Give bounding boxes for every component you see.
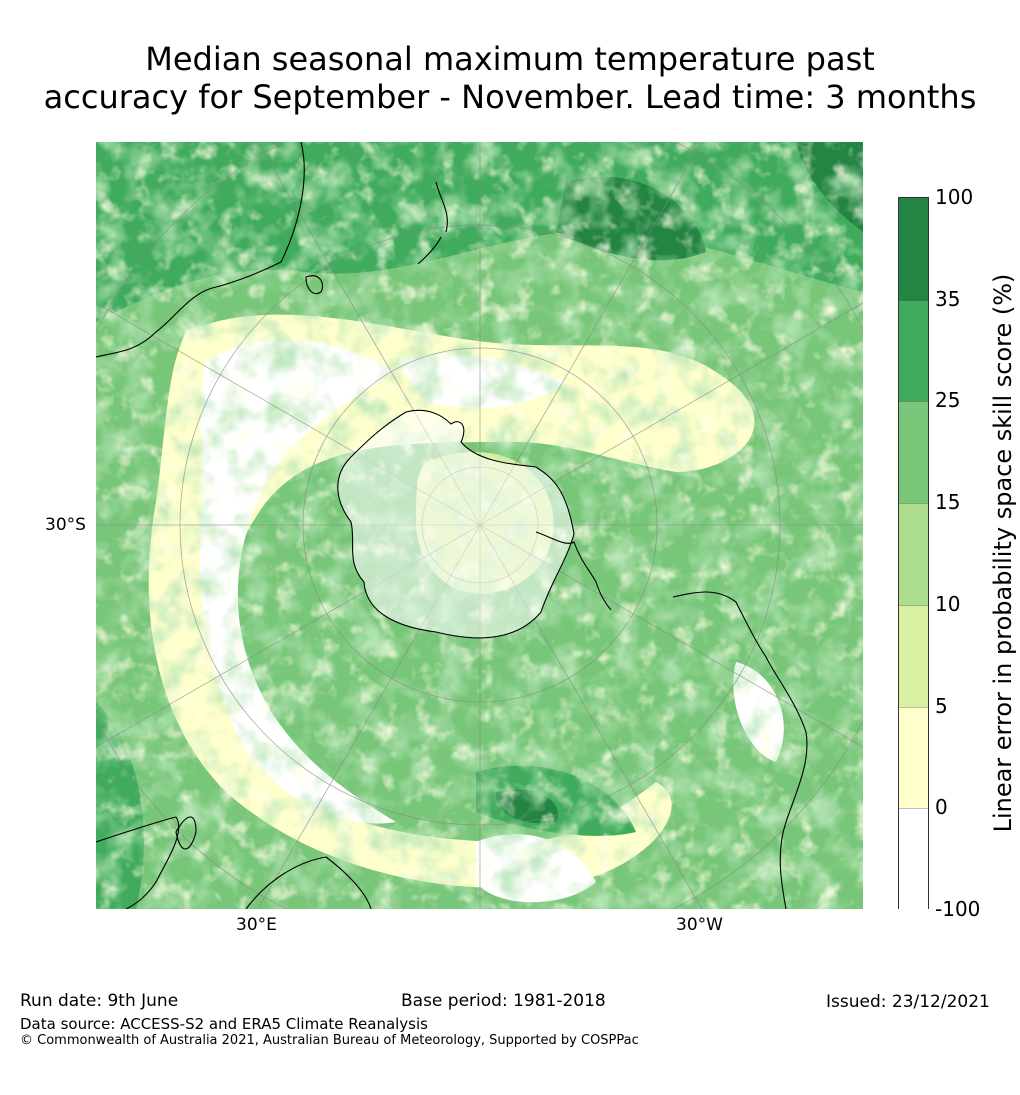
lon-label-30e: 30°E: [236, 915, 277, 935]
colorbar-title: Linear error in probability space skill …: [989, 273, 1017, 833]
colorbar-segment: [899, 706, 928, 810]
australia-coast: [96, 142, 305, 358]
antarctic-peninsula-coast: [535, 531, 612, 611]
colorbar-tick-label: 15: [935, 490, 961, 515]
tasmania-coast: [305, 275, 324, 295]
colorbar-tick-label: 0: [935, 795, 948, 820]
coastlines: [96, 142, 808, 909]
colorbar-segment: [899, 401, 928, 505]
data-source: Data source: ACCESS-S2 and ERA5 Climate …: [20, 1015, 428, 1033]
colorbar-segment: [899, 808, 928, 911]
skill-score-map: [96, 142, 863, 909]
madagascar-coast: [175, 816, 197, 850]
colorbar: [898, 197, 929, 911]
new-zealand-north-coast: [435, 181, 448, 233]
lon-label-30w: 30°W: [676, 915, 723, 935]
title-line-1: Median seasonal maximum temperature past: [145, 40, 875, 78]
colorbar-tick-label: -100: [935, 897, 981, 921]
colorbar-tick-label: 5: [935, 693, 948, 718]
colorbar-tick-label: 10: [935, 591, 961, 616]
colorbar-segment: [899, 604, 928, 708]
colorbar-segment: [899, 198, 928, 300]
run-date: Run date: 9th June: [20, 991, 179, 1011]
colorbar-segment: [899, 503, 928, 606]
base-period: Base period: 1981-2018: [401, 991, 606, 1011]
title-line-2: accuracy for September - November. Lead …: [43, 78, 977, 116]
copyright: © Commonwealth of Australia 2021, Austra…: [20, 1033, 639, 1048]
lat-label-30s: 30°S: [45, 515, 86, 535]
africa-coast: [96, 816, 180, 909]
colorbar-tick-label: 35: [935, 286, 961, 311]
map-title: Median seasonal maximum temperature past…: [0, 40, 1020, 116]
colorbar-tick-label: 25: [935, 388, 961, 413]
colorbar-tick-label: 100: [935, 185, 974, 209]
south-america-coast: [672, 591, 808, 909]
antarctica-coast: [337, 409, 575, 639]
new-zealand-south-coast: [417, 236, 442, 265]
colorbar-segment: [899, 299, 928, 403]
meridian-150w: [479, 142, 703, 526]
east-africa-coast: [245, 856, 372, 909]
issued-date: Issued: 23/12/2021: [826, 992, 990, 1012]
